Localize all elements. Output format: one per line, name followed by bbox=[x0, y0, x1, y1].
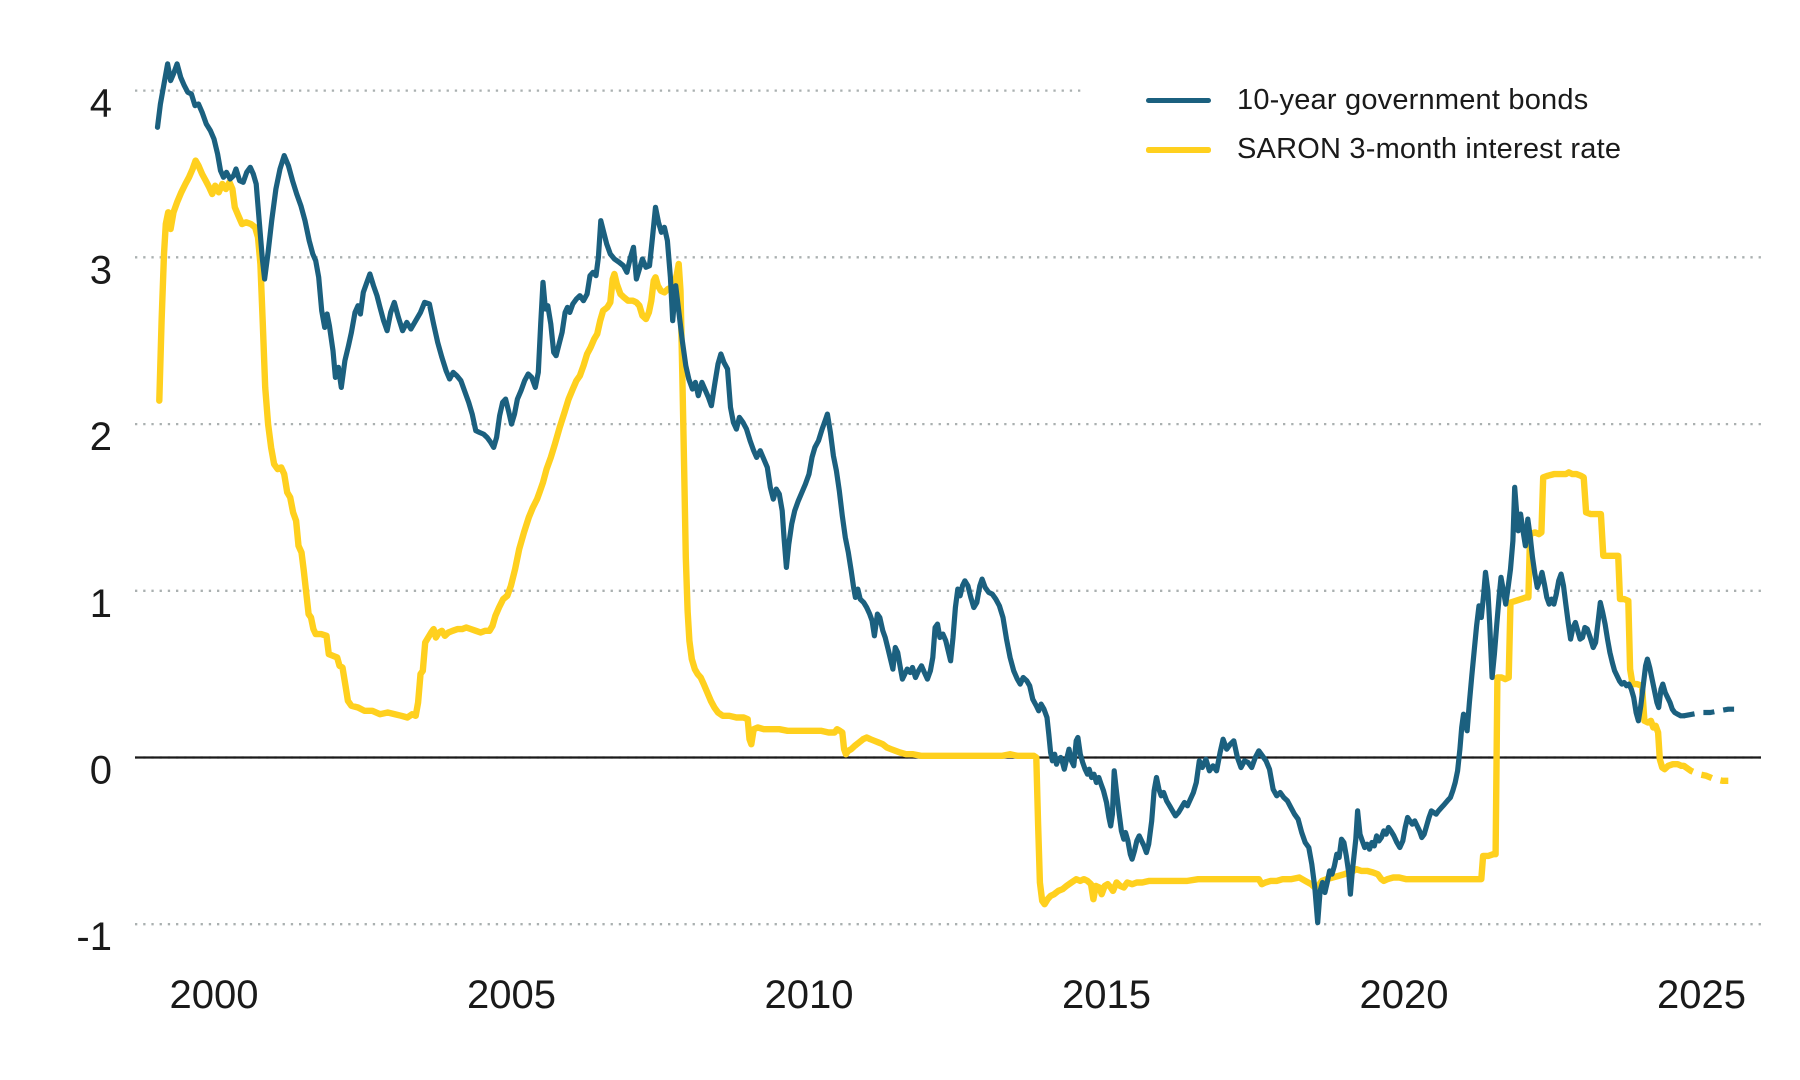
legend-label-saron: SARON 3-month interest rate bbox=[1237, 133, 1622, 165]
x-axis-tick-label-2020: 2020 bbox=[1360, 973, 1449, 1017]
legend-item-bonds: 10-year government bonds bbox=[1146, 76, 1621, 125]
x-axis-tick-label-2005: 2005 bbox=[467, 973, 556, 1017]
y-axis-tick-label-2: 2 bbox=[90, 415, 112, 459]
y-axis-tick-label-3: 3 bbox=[90, 248, 112, 292]
legend: 10-year government bonds SARON 3-month i… bbox=[1146, 76, 1621, 174]
x-axis-tick-label-2000: 2000 bbox=[170, 973, 259, 1017]
bonds-line-swatch-icon bbox=[1146, 98, 1211, 103]
legend-item-saron: SARON 3-month interest rate bbox=[1146, 125, 1621, 174]
bonds-line-forecast-dashed bbox=[1683, 706, 1735, 719]
y-axis-tick-label-1: 1 bbox=[90, 582, 112, 626]
saron-line-swatch-icon bbox=[1146, 146, 1211, 153]
saron-line bbox=[156, 157, 1687, 908]
y-axis-tick-label-4: 4 bbox=[90, 82, 112, 126]
y-axis-tick-label-0: 0 bbox=[90, 749, 112, 793]
saron-line-forecast-dashed bbox=[1681, 763, 1729, 784]
legend-label-bonds: 10-year government bonds bbox=[1237, 84, 1589, 116]
bonds-line bbox=[154, 61, 1687, 926]
x-axis-tick-label-2010: 2010 bbox=[765, 973, 854, 1017]
x-axis-tick-label-2015: 2015 bbox=[1062, 973, 1151, 1017]
x-axis-tick-label-2025: 2025 bbox=[1657, 973, 1746, 1017]
y-axis-tick-label--1: -1 bbox=[76, 915, 112, 959]
